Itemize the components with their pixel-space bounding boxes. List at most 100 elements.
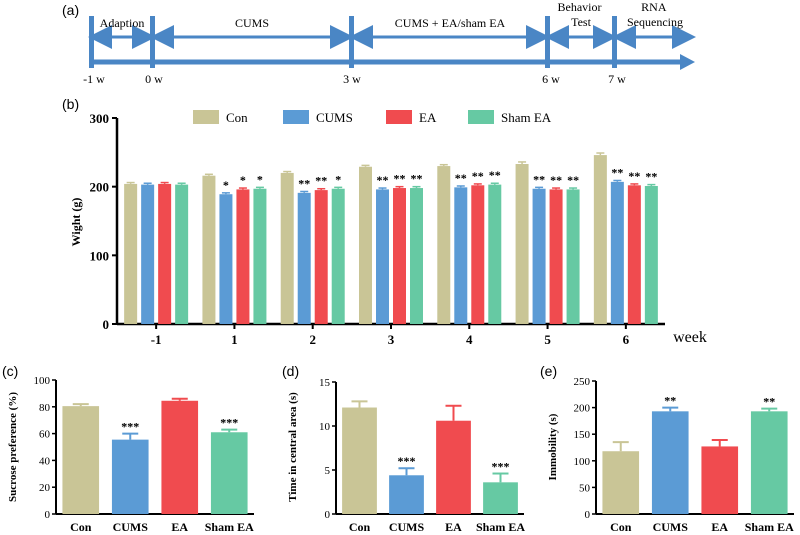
legend-label-con: Con <box>226 110 248 125</box>
bar-e-cums <box>651 411 689 514</box>
bar-d-ea <box>436 420 471 514</box>
panel-label-e: (e) <box>540 363 557 379</box>
phase-label-cums: CUMS <box>235 16 269 30</box>
bar-ea-week-2 <box>314 190 328 324</box>
significance-mark-c-sham-ea: *** <box>220 416 238 430</box>
y-tick-label-c: 20 <box>39 482 51 494</box>
y-tick-label-c: 100 <box>34 375 51 387</box>
bar-d-con <box>342 407 377 514</box>
bar-e-ea <box>701 446 739 514</box>
significance-mark-cums-week-1: * <box>223 178 229 192</box>
x-tick-label-e-sham-ea: Sham EA <box>745 520 794 534</box>
y-axis-label-c: Sucrose preference (%) <box>7 392 19 502</box>
bar-cums-week-1 <box>219 194 233 324</box>
timeline-axis-arrowhead <box>680 54 695 70</box>
significance-mark-d-sham-ea: *** <box>492 460 510 474</box>
bar-ea-week-3 <box>393 188 406 324</box>
bar-cums-week-4 <box>454 187 468 324</box>
bar-con-week-5 <box>515 164 529 324</box>
timeline-marker-7w <box>612 16 617 68</box>
x-tick-label-b: -1 <box>151 332 162 347</box>
legend-label-ea: EA <box>419 110 437 125</box>
y-tick-label-c: 40 <box>39 455 51 467</box>
bar-sham-ea-week-1 <box>175 184 189 324</box>
phase-label-adaption: Adaption <box>100 16 145 30</box>
phase-label-rna: RNA Sequencing <box>627 0 683 29</box>
panel-label-c: (c) <box>2 363 18 379</box>
phase-label-rna-line1: RNA <box>641 0 667 14</box>
significance-mark-ea-week-3: ** <box>394 172 406 186</box>
y-tick-label-d: 10 <box>319 421 331 433</box>
phase-label-rna-line2: Sequencing <box>627 15 683 29</box>
phase-label-behavior-line1: Behavior <box>558 0 602 14</box>
significance-mark-sham-ea-week-4: ** <box>489 168 501 182</box>
bar-c-sham-ea <box>210 432 248 514</box>
legend-swatch-sham-ea <box>468 110 494 124</box>
significance-mark-sham-ea-week-1: * <box>257 172 263 186</box>
y-tick-label-e: 150 <box>574 429 591 441</box>
timeline-marker-3w <box>349 16 354 68</box>
legend-swatch-ea <box>386 110 412 124</box>
bar-c-cums <box>111 439 149 514</box>
y-tick-label-e: 250 <box>574 376 591 388</box>
chart-immobility: (e) Immobility (s) 0 50 100 150 200 250 Con ** C… <box>540 363 794 534</box>
bar-cums-week-6 <box>610 181 624 324</box>
timeline-panel: (a) Adaption CUMS CUMS + EA/sham EA Beha… <box>62 0 696 86</box>
x-tick-label-d-con: Con <box>349 520 371 534</box>
bar-con-week-1 <box>202 175 216 324</box>
x-tick-label-d-sham-ea: Sham EA <box>476 520 525 534</box>
legend-label-sham-ea: Sham EA <box>501 110 552 125</box>
phase-label-behavior-line2: Test <box>571 15 591 29</box>
phase-label-behavior: Behavior Test <box>558 0 605 29</box>
bar-ea-week-5 <box>549 189 563 324</box>
chart-sucrose-preference: (c) Sucrose preference (%) 0 20 40 60 80 100 C… <box>2 363 254 534</box>
x-tick-label-e-con: Con <box>610 520 632 534</box>
bar-ea-week-1 <box>158 183 172 324</box>
bar-sham-ea-week-5 <box>566 189 580 324</box>
chart-c-marks: 0 20 40 60 80 100 Con *** CUMS EA *** Sham EA <box>34 375 255 534</box>
bar-e-con <box>602 451 640 514</box>
bar-sham-ea-week-4 <box>488 184 502 324</box>
x-tick-label-b: 4 <box>466 332 473 347</box>
bar-cums-week-1 <box>141 184 155 324</box>
chart-central-area-time: (d) Time in central area (s) 0 5 10 15 Con **… <box>282 363 525 534</box>
significance-mark-e-cums: ** <box>664 394 676 408</box>
timeline-tick-3w: 3 w <box>343 72 361 86</box>
y-tick-label-e: 100 <box>574 456 591 468</box>
significance-mark-c-cums: *** <box>121 420 139 434</box>
x-tick-label-b: 6 <box>623 332 630 347</box>
x-tick-label-b: 3 <box>388 332 395 347</box>
timeline-tick-7w: 7 w <box>608 72 626 86</box>
chart-e-marks: 0 50 100 150 200 250 Con ** CUMS EA ** Sham EA <box>574 376 795 534</box>
legend-swatch-cums <box>283 110 309 124</box>
significance-mark-ea-week-4: ** <box>472 169 484 183</box>
y-axis-label-d: Time in central area (s) <box>287 392 299 502</box>
y-tick-label-c: 0 <box>45 509 51 521</box>
chart-d-marks: 0 5 10 15 Con *** CUMS EA *** Sham EA <box>319 377 525 534</box>
y-tick-label-b: 0 <box>103 317 110 332</box>
x-tick-label-b: 5 <box>544 332 551 347</box>
x-tick-label-b: 2 <box>309 332 316 347</box>
significance-mark-sham-ea-week-5: ** <box>567 173 579 187</box>
x-tick-label-d-ea: EA <box>445 520 462 534</box>
significance-mark-ea-week-1: * <box>240 173 246 187</box>
bar-c-con <box>62 406 100 514</box>
y-tick-label-c: 80 <box>39 402 51 414</box>
bar-con-week-3 <box>359 166 372 324</box>
chart-weight: (b) Con CUMS EA Sham EA Wight (g) week 0… <box>62 96 707 347</box>
bar-d-cums <box>389 475 424 514</box>
x-tick-label-e-ea: EA <box>711 520 728 534</box>
bar-cums-week-5 <box>532 188 546 324</box>
bar-sham-ea-week-3 <box>410 188 423 324</box>
legend-label-cums: CUMS <box>316 110 353 125</box>
timeline-marker-6w <box>545 16 550 68</box>
x-tick-label-c-ea: EA <box>171 520 188 534</box>
legend: Con CUMS EA Sham EA <box>193 110 552 125</box>
y-axis-label-b: Wight (g) <box>69 198 83 247</box>
bar-con-week-2 <box>280 172 294 324</box>
significance-mark-e-sham-ea: ** <box>763 395 775 409</box>
bar-sham-ea-week-1 <box>253 188 267 324</box>
significance-mark-cums-week-6: ** <box>611 165 623 179</box>
